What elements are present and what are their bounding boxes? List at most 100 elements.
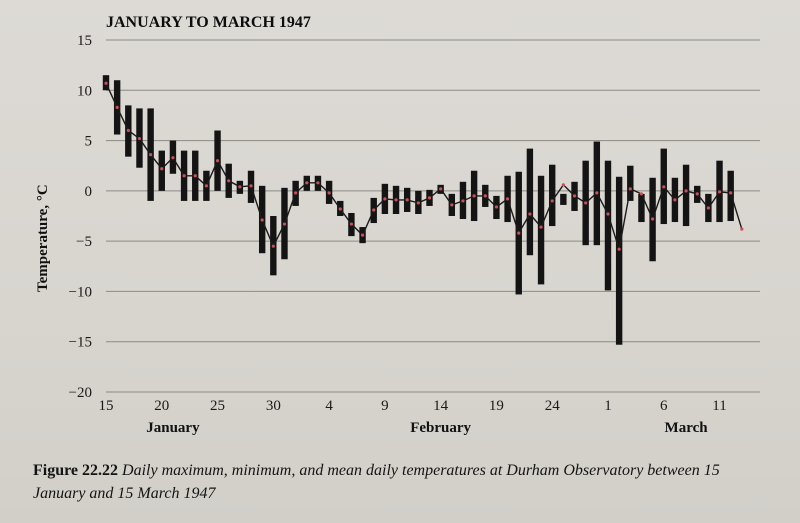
mean-point [651,217,655,221]
mean-point [282,222,287,226]
mean-point [149,153,153,157]
mean-point [639,192,644,196]
caption-text: Daily maximum, minimum, and mean daily t… [33,462,720,502]
mean-point [740,227,744,231]
mean-point [673,198,677,202]
mean-point [327,191,331,195]
x-tick-label: 11 [712,398,726,414]
figure-number: Figure 22.22 [33,462,119,479]
x-tick-labels: 15 20 25 30 4 9 14 19 24 1 6 11 [99,398,727,414]
mean-point [416,201,420,205]
mean-point [271,244,275,248]
y-tick-label: −15 [69,335,92,351]
mean-point [372,208,376,212]
month-label: February [410,420,471,436]
x-tick-label: 15 [99,398,114,414]
mean-point [584,201,588,205]
mean-point [104,81,108,85]
mean-point [160,167,164,171]
temperature-chart: JANUARY TO MARCH 1947 Temperature, °C 15… [35,14,760,436]
temperature-range-bars [102,75,734,345]
mean-point [405,198,409,202]
mean-point [572,194,577,198]
month-labels: January February March [146,420,708,436]
y-axis-label: Temperature, °C [35,184,51,292]
mean-point [394,198,398,202]
mean-point [115,105,119,109]
x-tick-label: 1 [604,398,612,414]
mean-point [706,206,710,210]
mean-point [227,179,231,183]
mean-point [439,187,443,191]
mean-point [617,247,621,251]
mean-point [528,212,532,216]
figure-caption: Figure 22.22 Daily maximum, minimum, and… [33,459,773,505]
mean-point [606,212,610,216]
mean-point [338,207,342,211]
mean-point [360,233,365,237]
mean-point [561,183,565,187]
mean-point [260,218,264,222]
temperature-range-bar [537,175,545,285]
mean-point [349,222,354,226]
mean-point [472,194,476,198]
x-tick-label: 14 [433,398,449,414]
mean-point [137,136,142,141]
mean-point [215,159,220,163]
temperature-range-bar [682,164,690,227]
y-tick-label: 15 [77,33,92,49]
mean-point [427,196,432,200]
mean-temperature-line [105,82,743,250]
x-tick-label: 9 [381,398,389,414]
temperature-range-bar [627,165,634,201]
month-label: March [665,420,709,436]
temperature-range-bar [158,150,165,191]
mean-point [238,185,242,189]
mean-point [383,197,387,201]
mean-point [249,184,253,188]
mean-temperature-points [104,81,744,251]
mean-point [461,199,465,203]
x-tick-label: 30 [266,398,281,414]
mean-point [505,197,510,201]
mean-point [126,128,130,133]
y-tick-label: 5 [85,134,93,150]
temperature-range-bar [615,176,623,345]
temperature-range-bar [604,160,612,291]
mean-point [204,184,208,188]
chart-title: JANUARY TO MARCH 1947 [106,14,311,31]
mean-point [182,174,186,178]
x-tick-label: 20 [154,398,169,414]
temperature-range-bar [638,193,645,223]
x-tick-label: 24 [545,398,561,414]
mean-point [305,181,309,185]
mean-point [717,190,722,194]
x-tick-label: 25 [210,398,225,414]
mean-point [595,191,599,195]
mean-point [483,194,487,198]
mean-point [450,203,454,207]
month-label: January [146,420,200,436]
y-tick-label: −20 [69,385,92,401]
temperature-range-bar [549,164,556,227]
mean-point [517,231,521,235]
x-tick-label: 4 [325,398,333,414]
mean-point [662,185,666,189]
mean-point [695,192,699,196]
temperature-range-bar [560,193,567,205]
x-tick-label: 19 [489,398,504,414]
y-tick-label: 10 [77,83,92,99]
mean-point [684,189,688,193]
mean-point [316,181,320,185]
mean-point [628,187,632,191]
y-tick-label: 0 [85,184,93,200]
mean-point [193,174,197,178]
mean-point [171,156,175,160]
y-tick-labels: 15 10 5 0 −5 −10 −15 −20 [69,33,92,401]
y-tick-label: −5 [76,234,92,250]
mean-point [539,225,543,229]
mean-point [294,191,298,195]
mean-point [494,205,499,209]
mean-point [729,191,733,195]
